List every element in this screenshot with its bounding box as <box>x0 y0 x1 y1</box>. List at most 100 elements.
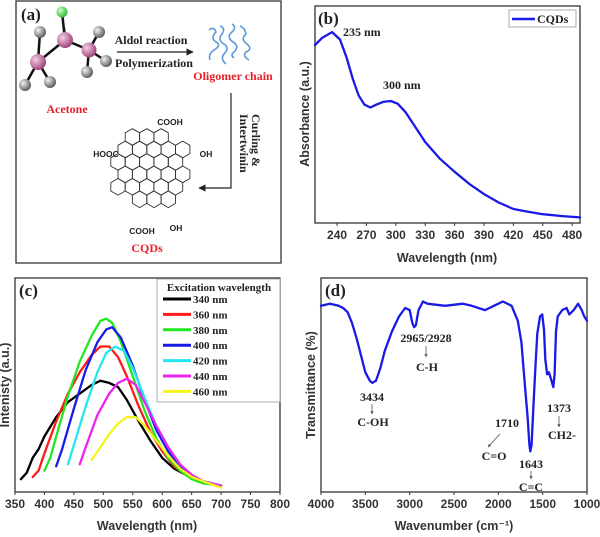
x-tick-label: 240 <box>327 228 347 242</box>
panel-d-ftir-chart: (d) 4000 3500 3000 2500 2000 1500 1000 2965/29… <box>304 277 600 533</box>
legend-label-460-nm: 460 nm <box>193 386 228 398</box>
legend-label-420-nm: 420 nm <box>193 356 228 368</box>
panel-c-series <box>19 317 223 489</box>
series-line-cqds <box>313 30 582 219</box>
x-tick-label: 1500 <box>529 497 556 511</box>
panel-d-plot-frame <box>320 277 588 493</box>
x-tick-label: 800 <box>270 497 290 511</box>
curling-arrow <box>198 93 232 192</box>
group-top-cooh: COOH <box>157 117 183 127</box>
annotation-1643: 1643 <box>519 457 543 471</box>
x-tick-label: 600 <box>152 497 172 511</box>
x-tick-label: 300 <box>386 228 406 242</box>
annotation-c-h: C-H <box>416 360 439 374</box>
legend-label-cqds: CQDs <box>537 12 569 26</box>
polymerization-label: Polymerization <box>115 56 193 70</box>
cqds-label: CQDs <box>131 241 163 255</box>
annotation-2965-2928: 2965/2928 <box>400 331 451 345</box>
x-tick-label: 450 <box>533 228 553 242</box>
group-left-hooc: HOOC <box>93 149 119 159</box>
panel-b-plot-frame <box>314 5 581 224</box>
group-right-oh: OH <box>200 149 213 159</box>
oligomer-chain-label: Oligomer chain <box>193 69 273 83</box>
annotation-1373: 1373 <box>547 401 571 415</box>
x-tick-label: 1000 <box>574 497 600 511</box>
series-line-d <box>319 300 589 453</box>
x-tick-label: 360 <box>445 228 465 242</box>
panel-c-legend: Excitation wavelength 340 nm 360 nm 380 nm… <box>156 278 281 403</box>
legend-label-340-nm: 340 nm <box>193 294 228 306</box>
acetone-molecule-icon <box>19 6 112 91</box>
panel-c-y-axis-label: Intenisty (a.u.) <box>0 343 12 428</box>
panel-d-y-axis-label: Transmittance (%) <box>304 331 318 439</box>
peak-annotation-300: 300 nm <box>383 78 421 92</box>
oligomer-chain-icon <box>208 23 251 65</box>
group-bottom-cooh: COOH <box>129 226 155 236</box>
hexagon-ring <box>131 190 148 209</box>
panel-c-x-ticks: 350 400 450 500 550 600 650 700 750 800 <box>5 492 290 511</box>
x-tick-label: 390 <box>474 228 494 242</box>
panel-c-photoluminescence-chart: (c) 350 400 450 500 550 600 650 700 750 800 Excit… <box>0 277 290 533</box>
panel-d-x-axis-label: Wavenumber (cm⁻¹) <box>395 519 514 533</box>
legend-box <box>508 9 577 28</box>
panel-d-annotations: 2965/2928 C-H 3434 C-OH 1710 C=O 1643 C=… <box>357 331 576 494</box>
series-line-440-nm <box>78 377 223 487</box>
hexagon-ring <box>146 190 162 209</box>
x-tick-label: 650 <box>182 497 202 511</box>
annotation-ch2: CH2- <box>548 428 576 442</box>
x-tick-label: 270 <box>356 228 376 242</box>
panel-b-absorbance-chart: (b) 240 270 300 330 360 390 420 450 480 235 nm 3… <box>298 5 582 265</box>
panel-a-label: (a) <box>21 5 41 24</box>
panel-b-x-axis-label: Wavelength (nm) <box>397 251 497 265</box>
series-line-340-nm <box>19 379 199 481</box>
x-tick-label: 750 <box>241 497 261 511</box>
x-tick-label: 350 <box>5 497 25 511</box>
panel-a-frame <box>15 0 282 264</box>
cqd-graphene-lattice-icon <box>110 128 191 209</box>
x-tick-label: 4000 <box>308 497 335 511</box>
legend-label-380-nm: 380 nm <box>193 325 228 337</box>
x-tick-label: 330 <box>415 228 435 242</box>
panel-d-series <box>319 300 589 453</box>
panel-d-x-ticks: 4000 3500 3000 2500 2000 1500 1000 <box>308 492 600 511</box>
aldol-reaction-label: Aldol reaction <box>115 33 188 47</box>
x-tick-label: 550 <box>123 497 143 511</box>
panel-d-label: (d) <box>325 281 346 300</box>
x-tick-label: 2500 <box>441 497 468 511</box>
x-tick-label: 2000 <box>485 497 512 511</box>
panel-b-y-axis-label: Absorbance (a.u.) <box>298 61 312 167</box>
panel-b-x-ticks: 240 270 300 330 360 390 420 450 480 <box>327 223 582 242</box>
panel-a-scheme: (a) Acetone Aldol reaction Polyme <box>15 0 282 264</box>
legend-label-440-nm: 440 nm <box>193 371 228 383</box>
x-tick-label: 480 <box>562 228 582 242</box>
legend-label-400-nm: 400 nm <box>193 340 228 352</box>
annotation-3434: 3434 <box>360 390 384 404</box>
panel-b-series <box>313 30 582 219</box>
annotation-c-c: C=C <box>519 480 543 494</box>
x-tick-label: 700 <box>211 497 231 511</box>
hexagon-ring <box>110 177 126 196</box>
annotation-c-oh: C-OH <box>357 415 389 429</box>
x-tick-label: 3000 <box>396 497 423 511</box>
panel-c-x-axis-label: Wavelength (nm) <box>97 519 197 533</box>
intertwining-label: Intertwinin <box>237 114 251 173</box>
group-bottom-oh: OH <box>170 223 183 233</box>
annotation-c-o: C=O <box>482 449 507 463</box>
x-tick-label: 500 <box>93 497 113 511</box>
legend-title: Excitation wavelength <box>167 282 271 294</box>
hexagon-ring <box>160 190 176 209</box>
acetone-label: Acetone <box>46 102 88 116</box>
x-tick-label: 420 <box>503 228 523 242</box>
annotation-arrow <box>487 433 501 448</box>
panel-c-label: (c) <box>19 281 38 300</box>
x-tick-label: 3500 <box>352 497 379 511</box>
panel-b-legend: CQDs <box>508 9 577 28</box>
x-tick-label: 450 <box>64 497 84 511</box>
annotation-1710: 1710 <box>495 416 519 430</box>
curling-label: Curling & <box>249 114 263 167</box>
legend-label-360-nm: 360 nm <box>193 309 228 321</box>
peak-annotation-235: 235 nm <box>343 25 381 39</box>
series-line-460-nm <box>90 415 223 489</box>
x-tick-label: 400 <box>34 497 54 511</box>
